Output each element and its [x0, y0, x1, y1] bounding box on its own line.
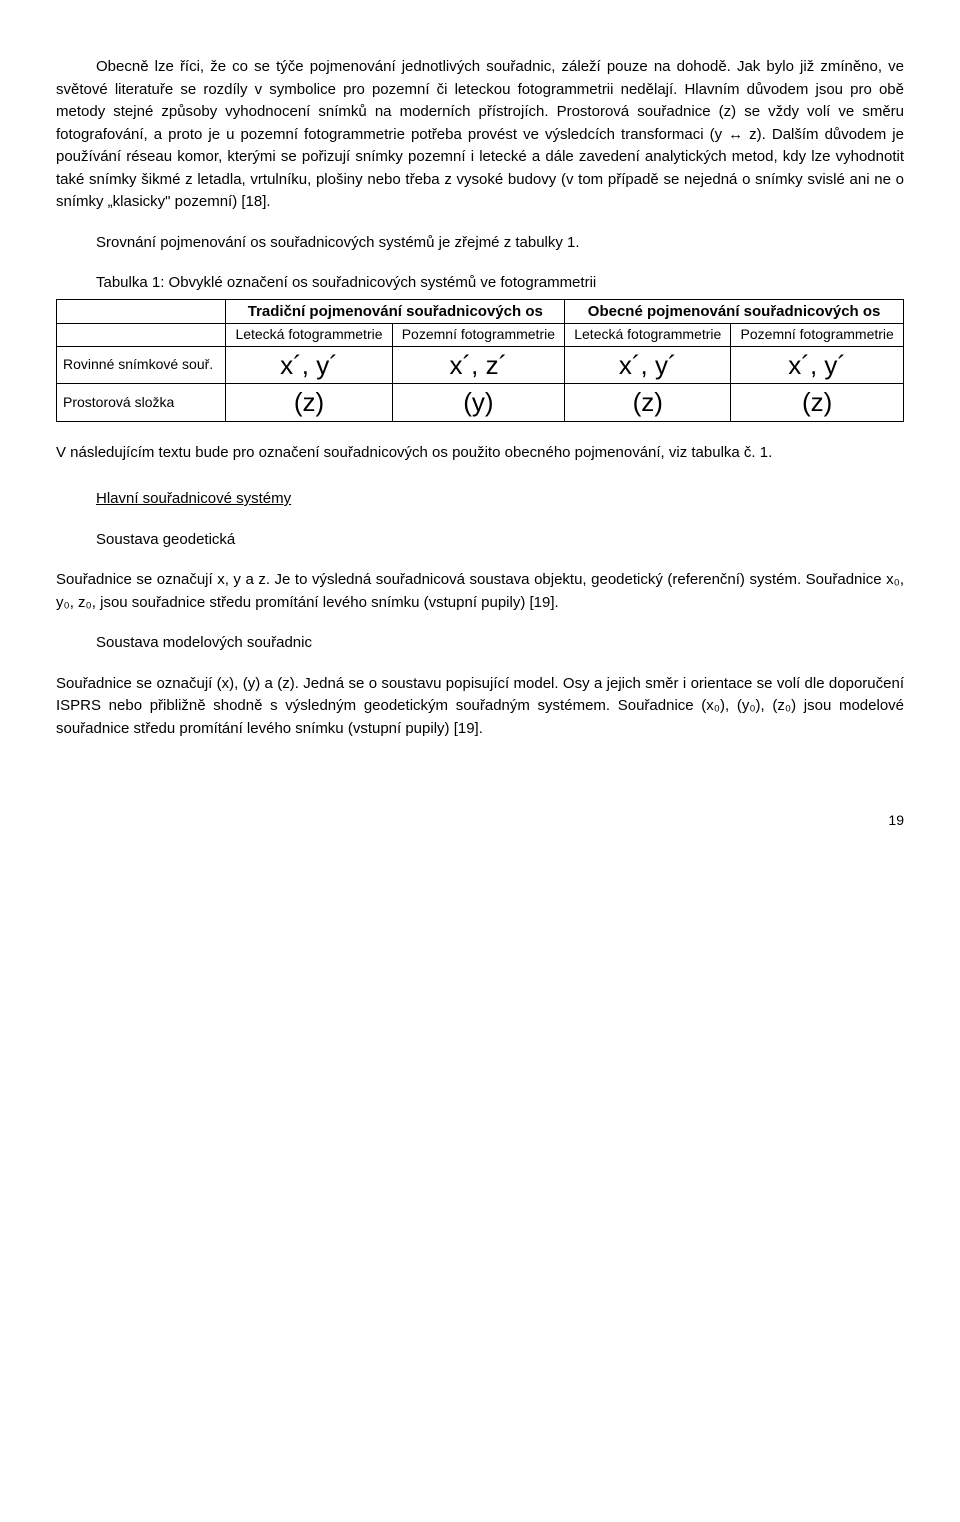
paragraph-geodetic: Souřadnice se označují x, y a z. Je to v…: [56, 569, 904, 614]
table-cell: x´, y´: [226, 346, 392, 384]
table-cell: (y): [392, 384, 565, 422]
coord-systems-table: Tradiční pojmenování souřadnicových os O…: [56, 299, 904, 422]
table-cell: x´, y´: [565, 346, 731, 384]
table-subheader-2: Pozemní fotogrammetrie: [392, 324, 565, 347]
table-cell: x´, y´: [731, 346, 904, 384]
heading-geodetic: Soustava geodetická: [56, 529, 904, 552]
heading-model: Soustava modelových souřadnic: [56, 632, 904, 655]
table-subheader-4: Pozemní fotogrammetrie: [731, 324, 904, 347]
table-row: Rovinné snímkové souř. x´, y´ x´, z´ x´,…: [57, 346, 904, 384]
table-row: Prostorová složka (z) (y) (z) (z): [57, 384, 904, 422]
table-corner-blank: [57, 299, 226, 324]
heading-main-systems: Hlavní souřadnicové systémy: [56, 488, 904, 511]
paragraph-intro: Obecně lze říci, že co se týče pojmenová…: [56, 56, 904, 214]
paragraph-model: Souřadnice se označují (x), (y) a (z). J…: [56, 673, 904, 741]
table-cell: (z): [226, 384, 392, 422]
table-subheader-3: Letecká fotogrammetrie: [565, 324, 731, 347]
row-label-spatial: Prostorová složka: [57, 384, 226, 422]
table-cell: (z): [565, 384, 731, 422]
paragraph-compare: Srovnání pojmenování os souřadnicových s…: [56, 232, 904, 255]
table-header-general: Obecné pojmenování souřadnicových os: [565, 299, 904, 324]
page-number: 19: [56, 810, 904, 831]
table-cell: x´, z´: [392, 346, 565, 384]
table-subheader-1: Letecká fotogrammetrie: [226, 324, 392, 347]
table-header-traditional: Tradiční pojmenování souřadnicových os: [226, 299, 565, 324]
row-label-planar: Rovinné snímkové souř.: [57, 346, 226, 384]
table-subcorner-blank: [57, 324, 226, 347]
table-caption: Tabulka 1: Obvyklé označení os souřadnic…: [56, 272, 904, 295]
table-cell: (z): [731, 384, 904, 422]
paragraph-following: V následujícím textu bude pro označení s…: [56, 442, 904, 465]
